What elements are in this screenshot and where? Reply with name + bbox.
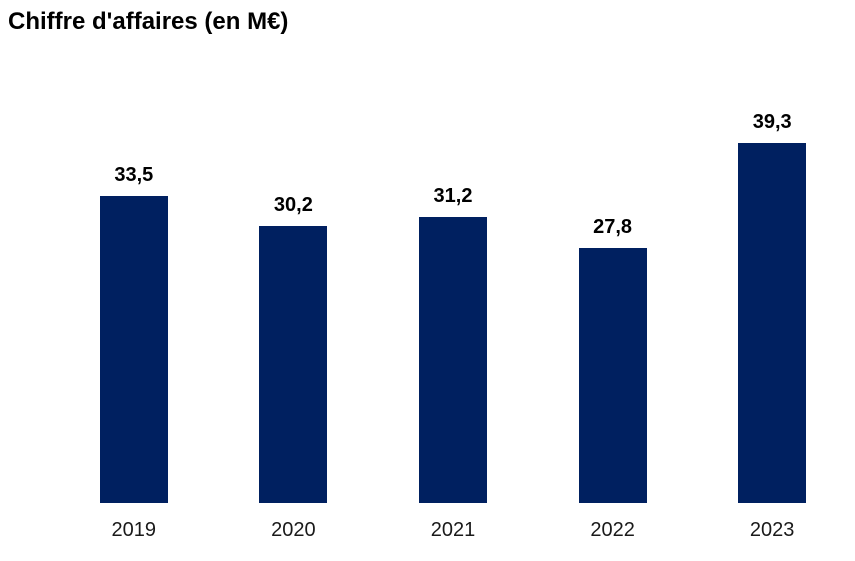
x-tick-label-2019: 2019 (111, 519, 157, 541)
bar-group-2023: 39,3 (692, 100, 852, 503)
x-tick-label-2021: 2021 (430, 519, 476, 541)
chart-title: Chiffre d'affaires (en M€) (8, 8, 289, 35)
bar-value-label: 30,2 (273, 194, 313, 216)
bar-value-label: 27,8 (593, 216, 633, 238)
bar-value-label: 39,3 (752, 111, 792, 133)
bar-2021 (418, 217, 487, 503)
x-tick-label-2023: 2023 (749, 519, 795, 541)
bar-value-label: 31,2 (433, 185, 473, 207)
bar-group-2022: 27,8 (533, 100, 693, 503)
bar-group-2021: 31,2 (373, 100, 533, 503)
x-tick-label-2020: 2020 (271, 519, 316, 541)
bar-group-2020: 30,2 (214, 100, 374, 503)
bar-value-label: 33,5 (114, 164, 154, 186)
bar-2020 (259, 226, 328, 503)
bar-2019 (99, 196, 168, 503)
bar-2023 (738, 143, 807, 503)
x-axis-labels: 2019 2020 2021 2022 2023 (54, 503, 852, 545)
plot-area: 33,5 30,2 31,2 27,8 39,3 (54, 100, 852, 503)
bar-group-2019: 33,5 (54, 100, 214, 503)
bar-2022 (578, 248, 647, 503)
x-tick-label-2022: 2022 (590, 519, 635, 541)
